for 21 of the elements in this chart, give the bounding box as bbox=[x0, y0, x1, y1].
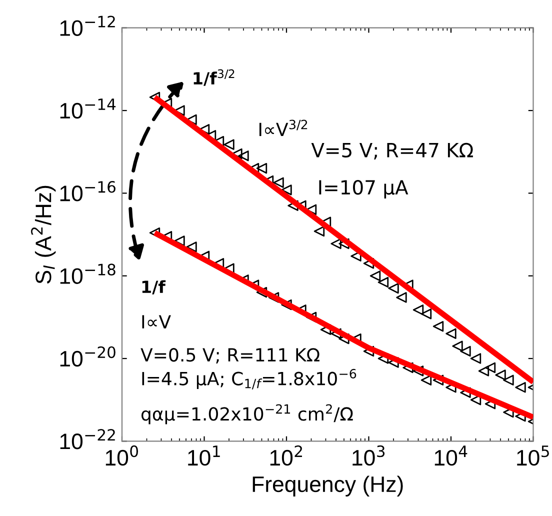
y-tick-label: 10$^{−20}$ bbox=[60, 346, 116, 367]
annotation: qαμ=1.02x10$^{−21}$ cm$^{2}$/Ω bbox=[141, 404, 353, 424]
x-tick-label: 10$^{4}$ bbox=[434, 446, 468, 466]
annotation: 1/f$^{3/2}$ bbox=[194, 69, 234, 86]
x-tick-label: 10$^{5}$ bbox=[517, 446, 549, 466]
annotation: I∝V$^{3/2}$ bbox=[259, 120, 308, 136]
y-tick-label: 10$^{−16}$ bbox=[60, 181, 116, 202]
annotation: I=107 μA bbox=[319, 180, 408, 198]
y-axis-title: S$_{I}$ (A$^{2}$/Hz) bbox=[31, 186, 56, 284]
annotation: I∝V bbox=[142, 315, 171, 328]
y-tick-label: 10$^{−12}$ bbox=[60, 16, 115, 36]
annotation: V=0.5 V; R=111 KΩ bbox=[140, 348, 320, 364]
x-axis-title: Frequency (Hz) bbox=[252, 476, 403, 496]
x-tick-label: 10$^{2}$ bbox=[270, 445, 302, 466]
x-tick-label: 10$^{1}$ bbox=[188, 446, 220, 466]
annotation: I=4.5 μA; C$_{1/f}$=1.8x10$^{−6}$ bbox=[142, 368, 356, 390]
y-tick-label: 10$^{−18}$ bbox=[60, 264, 116, 284]
annotation: V=5 V; R=47 KΩ bbox=[311, 142, 473, 160]
annotation: 1/f bbox=[142, 280, 166, 294]
y-tick-label: 10$^{−14}$ bbox=[60, 98, 116, 119]
x-tick-label: 10$^{3}$ bbox=[352, 445, 385, 466]
